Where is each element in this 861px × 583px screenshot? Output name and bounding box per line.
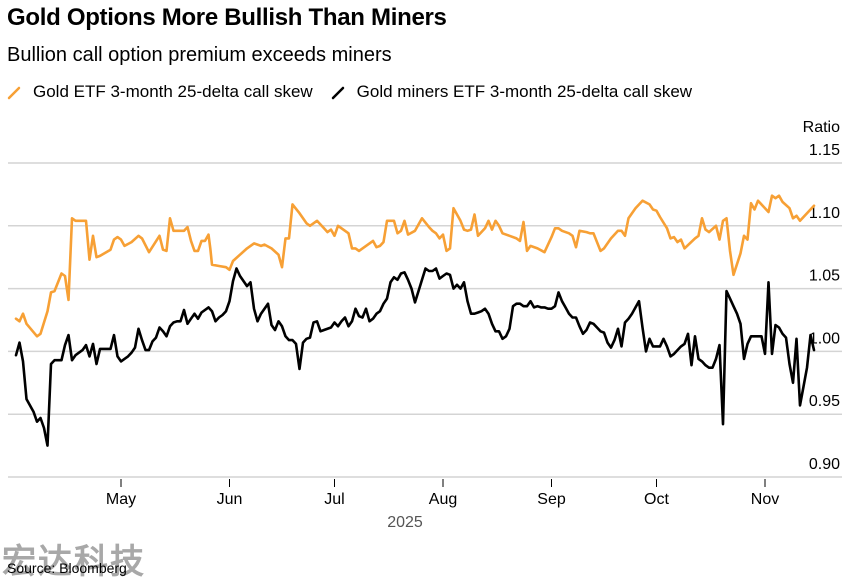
legend-item-gold-miners-etf: Gold miners ETF 3-month 25-delta call sk… (331, 82, 692, 102)
x-tick-label: Sep (537, 491, 566, 508)
x-tick-label: Jul (324, 491, 344, 508)
y-tick-label: 1.10 (809, 205, 840, 222)
series-line-gold-etf (14, 194, 816, 338)
y-tick-label: 1.00 (809, 330, 840, 347)
legend-label-gold-miners-etf: Gold miners ETF 3-month 25-delta call sk… (356, 82, 693, 101)
legend-label-gold-etf: Gold ETF 3-month 25-delta call skew (33, 82, 313, 101)
watermark: 宏达科技 (2, 542, 146, 582)
x-tick-label: Oct (644, 491, 669, 508)
x-tick-label: Jun (217, 491, 243, 508)
legend-swatch-gold-miners-etf (331, 86, 344, 100)
x-tick-label: May (106, 491, 136, 508)
y-axis-title: Ratio (803, 119, 840, 136)
legend: Gold ETF 3-month 25-delta call skew Gold… (7, 82, 710, 102)
y-tick-label: 1.05 (809, 268, 840, 285)
legend-swatch-gold-etf (7, 86, 21, 100)
y-tick-label: 0.90 (809, 456, 840, 473)
y-tick-label: 1.15 (809, 142, 840, 159)
source-note: Source: Bloomberg (7, 560, 127, 576)
x-tick-label: Aug (429, 491, 457, 508)
chart-subtitle: Bullion call option premium exceeds mine… (7, 44, 392, 66)
chart-title: Gold Options More Bullish Than Miners (7, 4, 447, 31)
x-tick-label: Nov (751, 491, 779, 508)
y-tick-label: 0.95 (809, 393, 840, 410)
x-axis-year-label: 2025 (387, 514, 423, 531)
legend-item-gold-etf: Gold ETF 3-month 25-delta call skew (7, 82, 313, 102)
series-line-gold-miners-etf (14, 267, 816, 447)
